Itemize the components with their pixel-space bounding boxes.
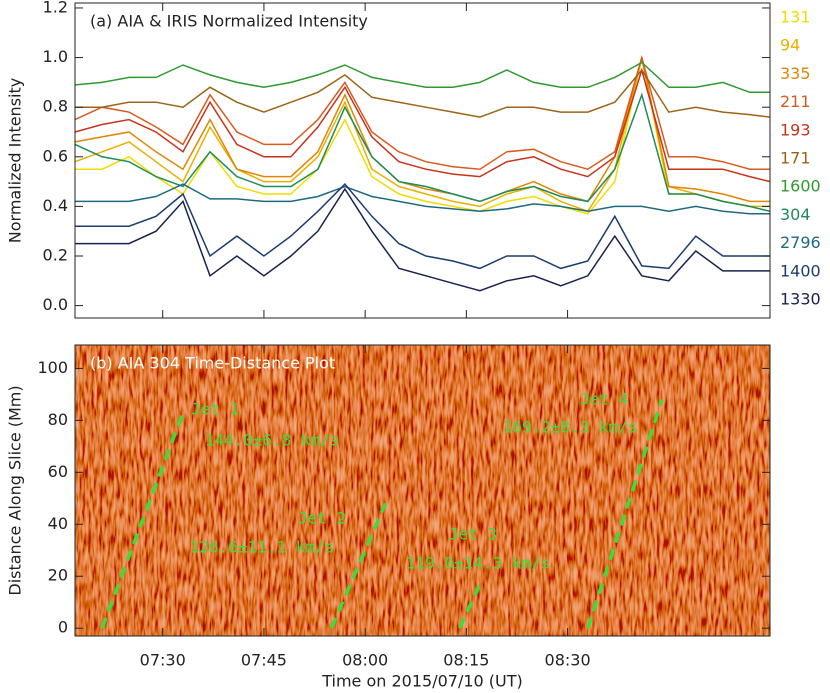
panel-title: (b) AIA 304 Time-Distance Plot: [90, 354, 335, 373]
x-tick-label: 08:00: [342, 651, 388, 670]
y-tick-label: 20: [48, 566, 68, 585]
jet-label: Jet 1: [191, 400, 239, 419]
y-tick-label: 100: [37, 358, 68, 377]
y-axis-label: Normalized Intensity: [6, 78, 25, 243]
legend-entry: 1600: [780, 177, 821, 196]
jet-fit-line: [329, 502, 388, 629]
x-tick-label: 07:45: [241, 651, 287, 670]
image-texture: [75, 345, 770, 636]
jet-label: Jet 3: [449, 525, 497, 544]
intensity-line: [75, 183, 770, 215]
intensity-line: [74, 92, 771, 213]
x-tick-label: 08:15: [443, 651, 489, 670]
y-tick-label: 0.6: [43, 146, 68, 165]
speed-annotation: 144.0±6.8 km/s: [205, 431, 340, 450]
jet-label: Jet 4: [580, 390, 628, 409]
plot-frame: [74, 344, 771, 637]
jet-fit-line: [586, 399, 664, 629]
y-tick-label: 40: [48, 514, 68, 533]
x-tick-label: 08:30: [545, 651, 591, 670]
legend-entry: 2796: [780, 233, 821, 252]
intensity-line: [74, 67, 771, 183]
speed-annotation: 126.6±11.1 km/s: [190, 538, 335, 557]
jet-label: Jet 2: [298, 509, 346, 528]
y-tick-label: 1.2: [43, 0, 68, 16]
jet-fit-line: [100, 411, 185, 629]
panel-title: (a) AIA & IRIS Normalized Intensity: [90, 12, 368, 31]
x-tick-label: 07:30: [140, 651, 186, 670]
legend-entry: 193: [780, 120, 811, 139]
intensity-line: [75, 182, 770, 270]
legend-entry: 1400: [780, 261, 821, 280]
legend-entry: 1330: [780, 290, 821, 309]
intensity-line: [74, 61, 770, 94]
y-tick-label: 0.8: [43, 97, 68, 116]
plot-frame: [74, 2, 771, 319]
y-axis-label: Distance Along Slice (Mm): [6, 385, 25, 595]
intensity-line: [75, 187, 770, 292]
intensity-line: [74, 54, 770, 171]
intensity-line: [75, 57, 771, 215]
legend-entry: 335: [780, 64, 811, 83]
intensity-line: [74, 57, 770, 203]
legend-entry: 211: [780, 92, 811, 111]
y-tick-label: 0.0: [43, 295, 68, 314]
intensity-line: [75, 68, 771, 118]
y-tick-label: 80: [48, 410, 68, 429]
y-tick-label: 1.0: [43, 47, 68, 66]
y-tick-label: 0.4: [43, 196, 68, 215]
y-tick-label: 60: [48, 462, 68, 481]
legend-entry: 94: [780, 36, 800, 55]
speed-annotation: 119.0±14.3 km/s: [406, 554, 551, 573]
legend-entry: 171: [780, 149, 811, 168]
legend-entry: 131: [780, 8, 811, 27]
x-axis-label: Time on 2015/07/10 (UT): [321, 672, 523, 691]
legend-entry: 304: [780, 205, 811, 224]
y-tick-label: 0: [58, 618, 68, 637]
jet-fit-line: [458, 583, 482, 629]
y-tick-label: 0.2: [43, 245, 68, 264]
speed-annotation: 169.2±8.3 km/s: [503, 418, 638, 437]
